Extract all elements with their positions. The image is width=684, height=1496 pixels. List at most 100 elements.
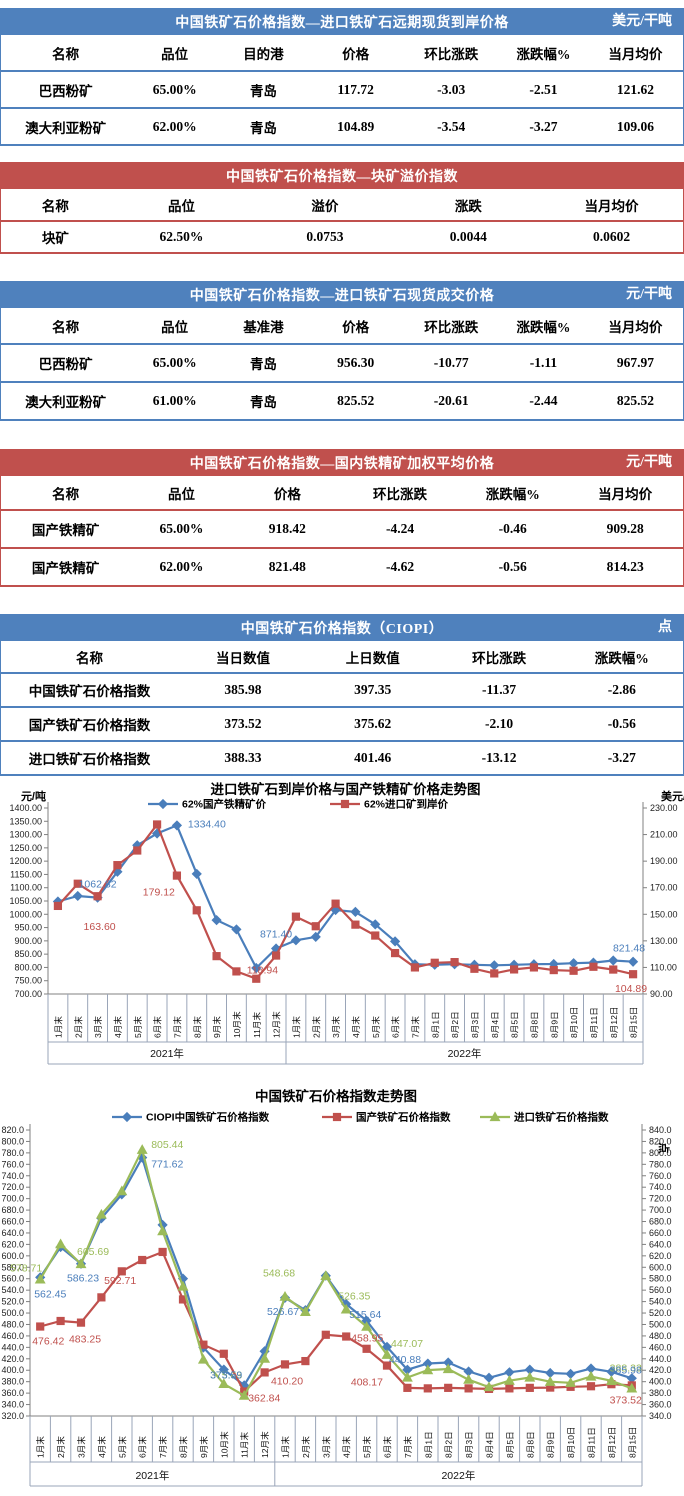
cell: 385.98	[178, 673, 308, 707]
right-axis-unit: 点	[657, 1143, 671, 1154]
column-header: 品位	[130, 35, 220, 71]
column-header: 目的港	[219, 35, 308, 71]
x-tick-label: 1月末	[35, 1436, 46, 1458]
x-tick-label: 4月末	[350, 1016, 361, 1038]
data-point-square	[113, 861, 122, 870]
table-row: 澳大利亚粉矿 62.00% 青岛 104.89 -3.54 -3.27 109.06	[0, 108, 684, 145]
annotation-1334.40: 1334.40	[188, 818, 226, 830]
x-tick-label: 2月末	[310, 1016, 321, 1038]
right-tick-label: 150.00	[650, 909, 678, 919]
x-tick-label: 8月10日	[569, 1006, 579, 1038]
table-row: 国产铁精矿 65.00% 918.42 -4.24 -0.46 909.28	[0, 510, 684, 548]
price-table-1: 中国铁矿石价格指数—进口铁矿石远期现货到岸价格 美元/干吨 名称 品位 目的港 价格 环比涨…	[0, 8, 684, 146]
x-tick-label: 6月末	[390, 1016, 401, 1038]
data-point-diamond	[231, 924, 242, 935]
data-point-square	[252, 974, 261, 983]
legend-item-62%国产铁精矿价: 62%国产铁精矿价	[148, 798, 267, 811]
table-row: 进口铁矿石价格指数 388.33 401.46 -13.12 -3.27	[0, 741, 684, 775]
x-tick-label: 5月末	[116, 1436, 127, 1458]
annotation-447.07: 447.07	[391, 1338, 423, 1350]
data-point-triangle	[381, 1349, 393, 1359]
column-header: 环比涨跌	[403, 35, 500, 71]
left-tick-label: 740.0	[1, 1171, 24, 1181]
x-tick-label: 8月2日	[444, 1431, 454, 1458]
data-point-square	[56, 1316, 65, 1326]
data-point-square	[331, 899, 340, 908]
legend-item-62%进口矿到岸价: 62%进口矿到岸价	[330, 798, 449, 811]
annotation-592.71: 592.71	[104, 1275, 136, 1287]
cell: 澳大利亚粉矿	[0, 382, 131, 420]
column-header: 涨跌幅%	[499, 35, 588, 71]
annotation-385.98: 385.98	[610, 1364, 642, 1376]
x-tick-label: 8月12日	[609, 1006, 619, 1038]
cell: 121.62	[587, 71, 684, 108]
data-point-diamond	[171, 820, 183, 831]
year-label: 2022年	[448, 1047, 482, 1060]
cell: -2.86	[560, 673, 684, 707]
data-point-square	[158, 1247, 167, 1257]
year-label: 2021年	[135, 1469, 169, 1482]
cell: 块矿	[0, 221, 110, 253]
data-point-triangle	[605, 1375, 617, 1385]
data-point-square	[423, 1384, 432, 1393]
table-header-row: 名称 品位 基准港 价格 环比涨跌 涨跌幅% 当月均价	[0, 308, 684, 344]
legend-label: 国产铁矿石价格指数	[356, 1111, 451, 1124]
data-point-square	[525, 1383, 534, 1392]
table-title: 中国铁矿石价格指数—国内铁精矿加权平均价格	[189, 456, 495, 472]
column-header: 当月均价	[587, 35, 684, 71]
data-point-triangle	[279, 1291, 291, 1301]
annotation-578.71: 578.71	[10, 1262, 42, 1274]
data-point-square	[628, 970, 638, 979]
data-point-square	[172, 871, 182, 880]
table-unit-label: 元/干吨	[626, 455, 672, 470]
left-tick-label: 700.00	[14, 989, 42, 999]
data-point-square	[382, 1361, 392, 1370]
data-point-square	[450, 958, 459, 967]
left-tick-label: 520.0	[1, 1297, 24, 1307]
year-label: 2021年	[150, 1047, 184, 1060]
data-point-diamond	[489, 960, 500, 971]
series-line	[39, 1146, 633, 1398]
data-point-square	[133, 846, 142, 855]
right-tick-label: 580.0	[649, 1274, 672, 1284]
left-tick-label: 950.00	[14, 923, 42, 933]
column-header: 品位	[109, 189, 254, 221]
x-tick-label: 8月末	[191, 1016, 202, 1038]
left-tick-label: 580.0	[1, 1262, 24, 1272]
annotation-458.95: 458.95	[351, 1333, 383, 1345]
annotation-586.23: 586.23	[67, 1273, 99, 1285]
column-header: 环比涨跌	[341, 476, 459, 510]
data-point-triangle	[483, 1381, 495, 1392]
x-tick-label: 6月末	[382, 1436, 393, 1458]
chart-title: 中国铁矿石价格指数走势图	[255, 1088, 417, 1104]
x-tick-label: 12月末	[271, 1011, 282, 1038]
annotation-163.60: 163.60	[84, 921, 116, 933]
cell: 国产铁精矿	[0, 548, 131, 586]
data-point-square	[371, 931, 380, 940]
data-point-square	[219, 1349, 228, 1358]
column-header: 价格	[307, 35, 404, 71]
x-tick-label: 7月末	[402, 1436, 413, 1458]
right-tick-label: 600.0	[649, 1262, 672, 1272]
series-国产铁矿石价格指数	[36, 1247, 636, 1396]
left-tick-label: 760.0	[1, 1159, 24, 1169]
cell: 青岛	[219, 108, 308, 145]
annotation-373.52: 373.52	[610, 1394, 642, 1406]
right-tick-label: 540.0	[649, 1297, 672, 1307]
x-tick-label: 4月末	[341, 1436, 352, 1458]
x-tick-label: 2月末	[300, 1436, 311, 1458]
left-tick-label: 320.0	[1, 1411, 24, 1421]
cell: 61.00%	[130, 382, 220, 420]
x-tick-label: 9月末	[211, 1016, 222, 1038]
data-point-triangle	[524, 1371, 536, 1382]
x-tick-label: 7月末	[157, 1436, 168, 1458]
left-tick-label: 1350.00	[9, 816, 42, 826]
x-tick-label: 8月4日	[485, 1431, 495, 1458]
cell: 0.0044	[396, 221, 541, 253]
right-tick-label: 820.0	[649, 1136, 672, 1146]
legend-item-CIOPI中国铁矿石价格指数: CIOPI中国铁矿石价格指数	[112, 1111, 270, 1124]
data-point-triangle	[238, 1389, 250, 1400]
x-tick-label: 7月末	[409, 1016, 420, 1038]
